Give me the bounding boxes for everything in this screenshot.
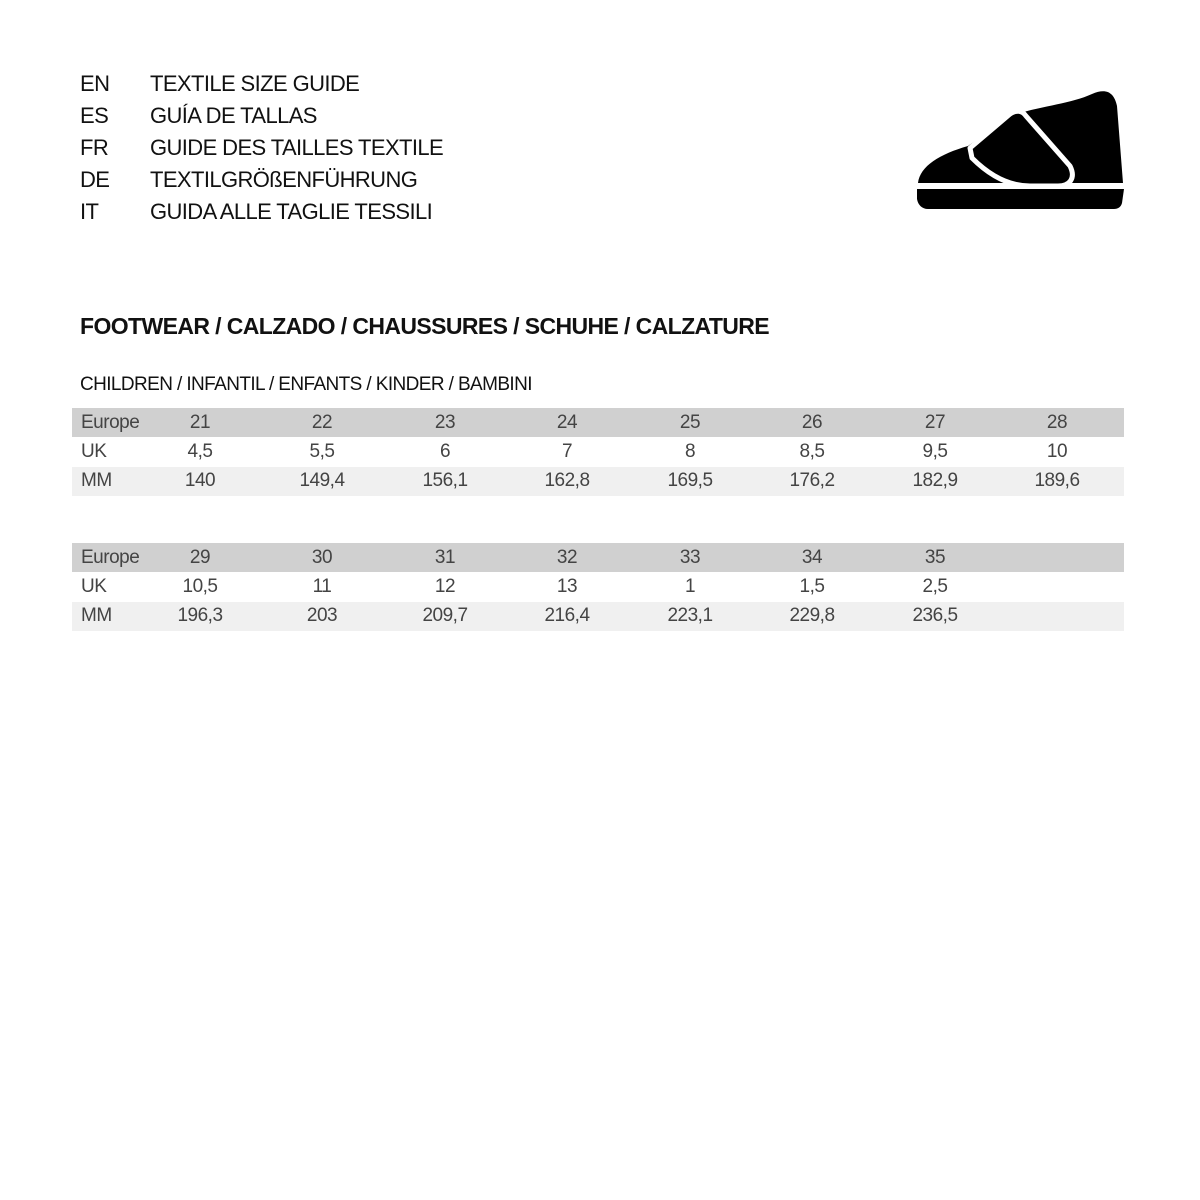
row-label: MM	[81, 470, 112, 492]
table-cell: 25	[679, 411, 701, 433]
table-cell: 2,5	[922, 575, 948, 597]
language-code: EN	[80, 71, 110, 96]
table-cell: 229,8	[789, 605, 835, 627]
language-code: DE	[80, 167, 110, 192]
table-cell: 30	[311, 546, 333, 568]
guide-title-row: ES GUÍA DE TALLAS	[80, 102, 443, 134]
table-cell: 28	[1046, 411, 1068, 433]
guide-title: GUIDE DES TAILLES TEXTILE	[150, 135, 444, 160]
table-cell: 6	[439, 440, 451, 462]
table-cell: 236,5	[912, 605, 958, 627]
table-cell: 196,3	[177, 605, 223, 627]
table-cell: 156,1	[422, 470, 468, 492]
table-cell: 176,2	[789, 470, 835, 492]
table-cell: 7	[561, 440, 573, 462]
size-table-1: Europe 21 22 23 24 25 26 27 28 UK 4,5 5,5 6 7 8 8,5 9,5 1…	[72, 408, 1124, 496]
row-label: Europe	[81, 411, 140, 433]
table-row-uk: UK 10,5 11 12 13 1 1,5 2,5	[72, 572, 1124, 601]
guide-title-row: EN TEXTILE SIZE GUIDE	[80, 70, 443, 102]
table-cell: 182,9	[912, 470, 958, 492]
guide-title-row: DE TEXTILGRÖßENFÜHRUNG	[80, 166, 443, 198]
table-cell: 32	[556, 546, 578, 568]
table-cell: 140	[184, 470, 216, 492]
table-row-europe: Europe 21 22 23 24 25 26 27 28	[72, 408, 1124, 438]
section-title: FOOTWEAR / CALZADO / CHAUSSURES / SCHUHE…	[80, 313, 770, 339]
table-cell: 8,5	[799, 440, 825, 462]
table-cell: 12	[434, 575, 456, 597]
language-code: IT	[80, 199, 99, 224]
table-cell: 5,5	[309, 440, 335, 462]
table-cell: 35	[924, 546, 946, 568]
table-cell: 1,5	[799, 575, 825, 597]
table-cell: 149,4	[299, 470, 345, 492]
table-cell: 22	[311, 411, 333, 433]
table-cell: 169,5	[667, 470, 713, 492]
table-cell: 31	[434, 546, 456, 568]
table-cell: 10,5	[182, 575, 218, 597]
table-row-mm: MM 196,3 203 209,7 216,4 223,1 229,8 236,5	[72, 601, 1124, 631]
table-cell: 4,5	[187, 440, 213, 462]
guide-title-row: FR GUIDE DES TAILLES TEXTILE	[80, 134, 444, 166]
table-cell: 24	[556, 411, 578, 433]
row-label: Europe	[81, 546, 140, 568]
table-cell: 8	[684, 440, 696, 462]
size-table-2: Europe 29 30 31 32 33 34 35 UK 10,5 11 12 13 1 1,5 2,5 M…	[72, 543, 1124, 631]
guide-title: TEXTILE SIZE GUIDE	[150, 71, 360, 96]
table-cell: 27	[924, 411, 946, 433]
guide-titles: EN TEXTILE SIZE GUIDE ES GUÍA DE TALLAS FR GU…	[80, 70, 444, 230]
guide-title: GUIDA ALLE TAGLIE TESSILI	[150, 199, 433, 224]
table-cell: 13	[556, 575, 578, 597]
guide-title-row: IT GUIDA ALLE TAGLIE TESSILI	[80, 198, 443, 230]
table-row-europe: Europe 29 30 31 32 33 34 35	[72, 543, 1124, 573]
table-cell: 209,7	[422, 605, 468, 627]
table-cell: 162,8	[544, 470, 590, 492]
guide-title: GUÍA DE TALLAS	[150, 103, 317, 128]
table-cell: 26	[801, 411, 823, 433]
language-code: FR	[80, 135, 109, 160]
subsection-title: CHILDREN / INFANTIL / ENFANTS / KINDER /…	[80, 374, 533, 395]
table-cell: 189,6	[1034, 470, 1080, 492]
guide-title: TEXTILGRÖßENFÜHRUNG	[150, 167, 418, 192]
table-cell: 203	[306, 605, 338, 627]
table-cell: 216,4	[544, 605, 590, 627]
table-cell: 11	[312, 575, 332, 597]
language-code: ES	[80, 103, 109, 128]
row-label: MM	[81, 605, 112, 627]
table-cell: 10	[1046, 440, 1068, 462]
table-cell: 33	[679, 546, 701, 568]
table-row-mm: MM 140 149,4 156,1 162,8 169,5 176,2 182,9 189,6	[72, 466, 1124, 496]
table-cell: 1	[684, 575, 696, 597]
table-cell: 9,5	[922, 440, 948, 462]
table-cell: 29	[189, 546, 211, 568]
table-cell: 223,1	[667, 605, 713, 627]
row-label: UK	[81, 440, 107, 462]
table-cell: 21	[189, 411, 211, 433]
shoe-icon	[917, 91, 1124, 209]
table-cell: 34	[801, 546, 823, 568]
row-label: UK	[81, 575, 107, 597]
table-row-uk: UK 4,5 5,5 6 7 8 8,5 9,5 10	[72, 437, 1124, 466]
table-cell: 23	[434, 411, 456, 433]
